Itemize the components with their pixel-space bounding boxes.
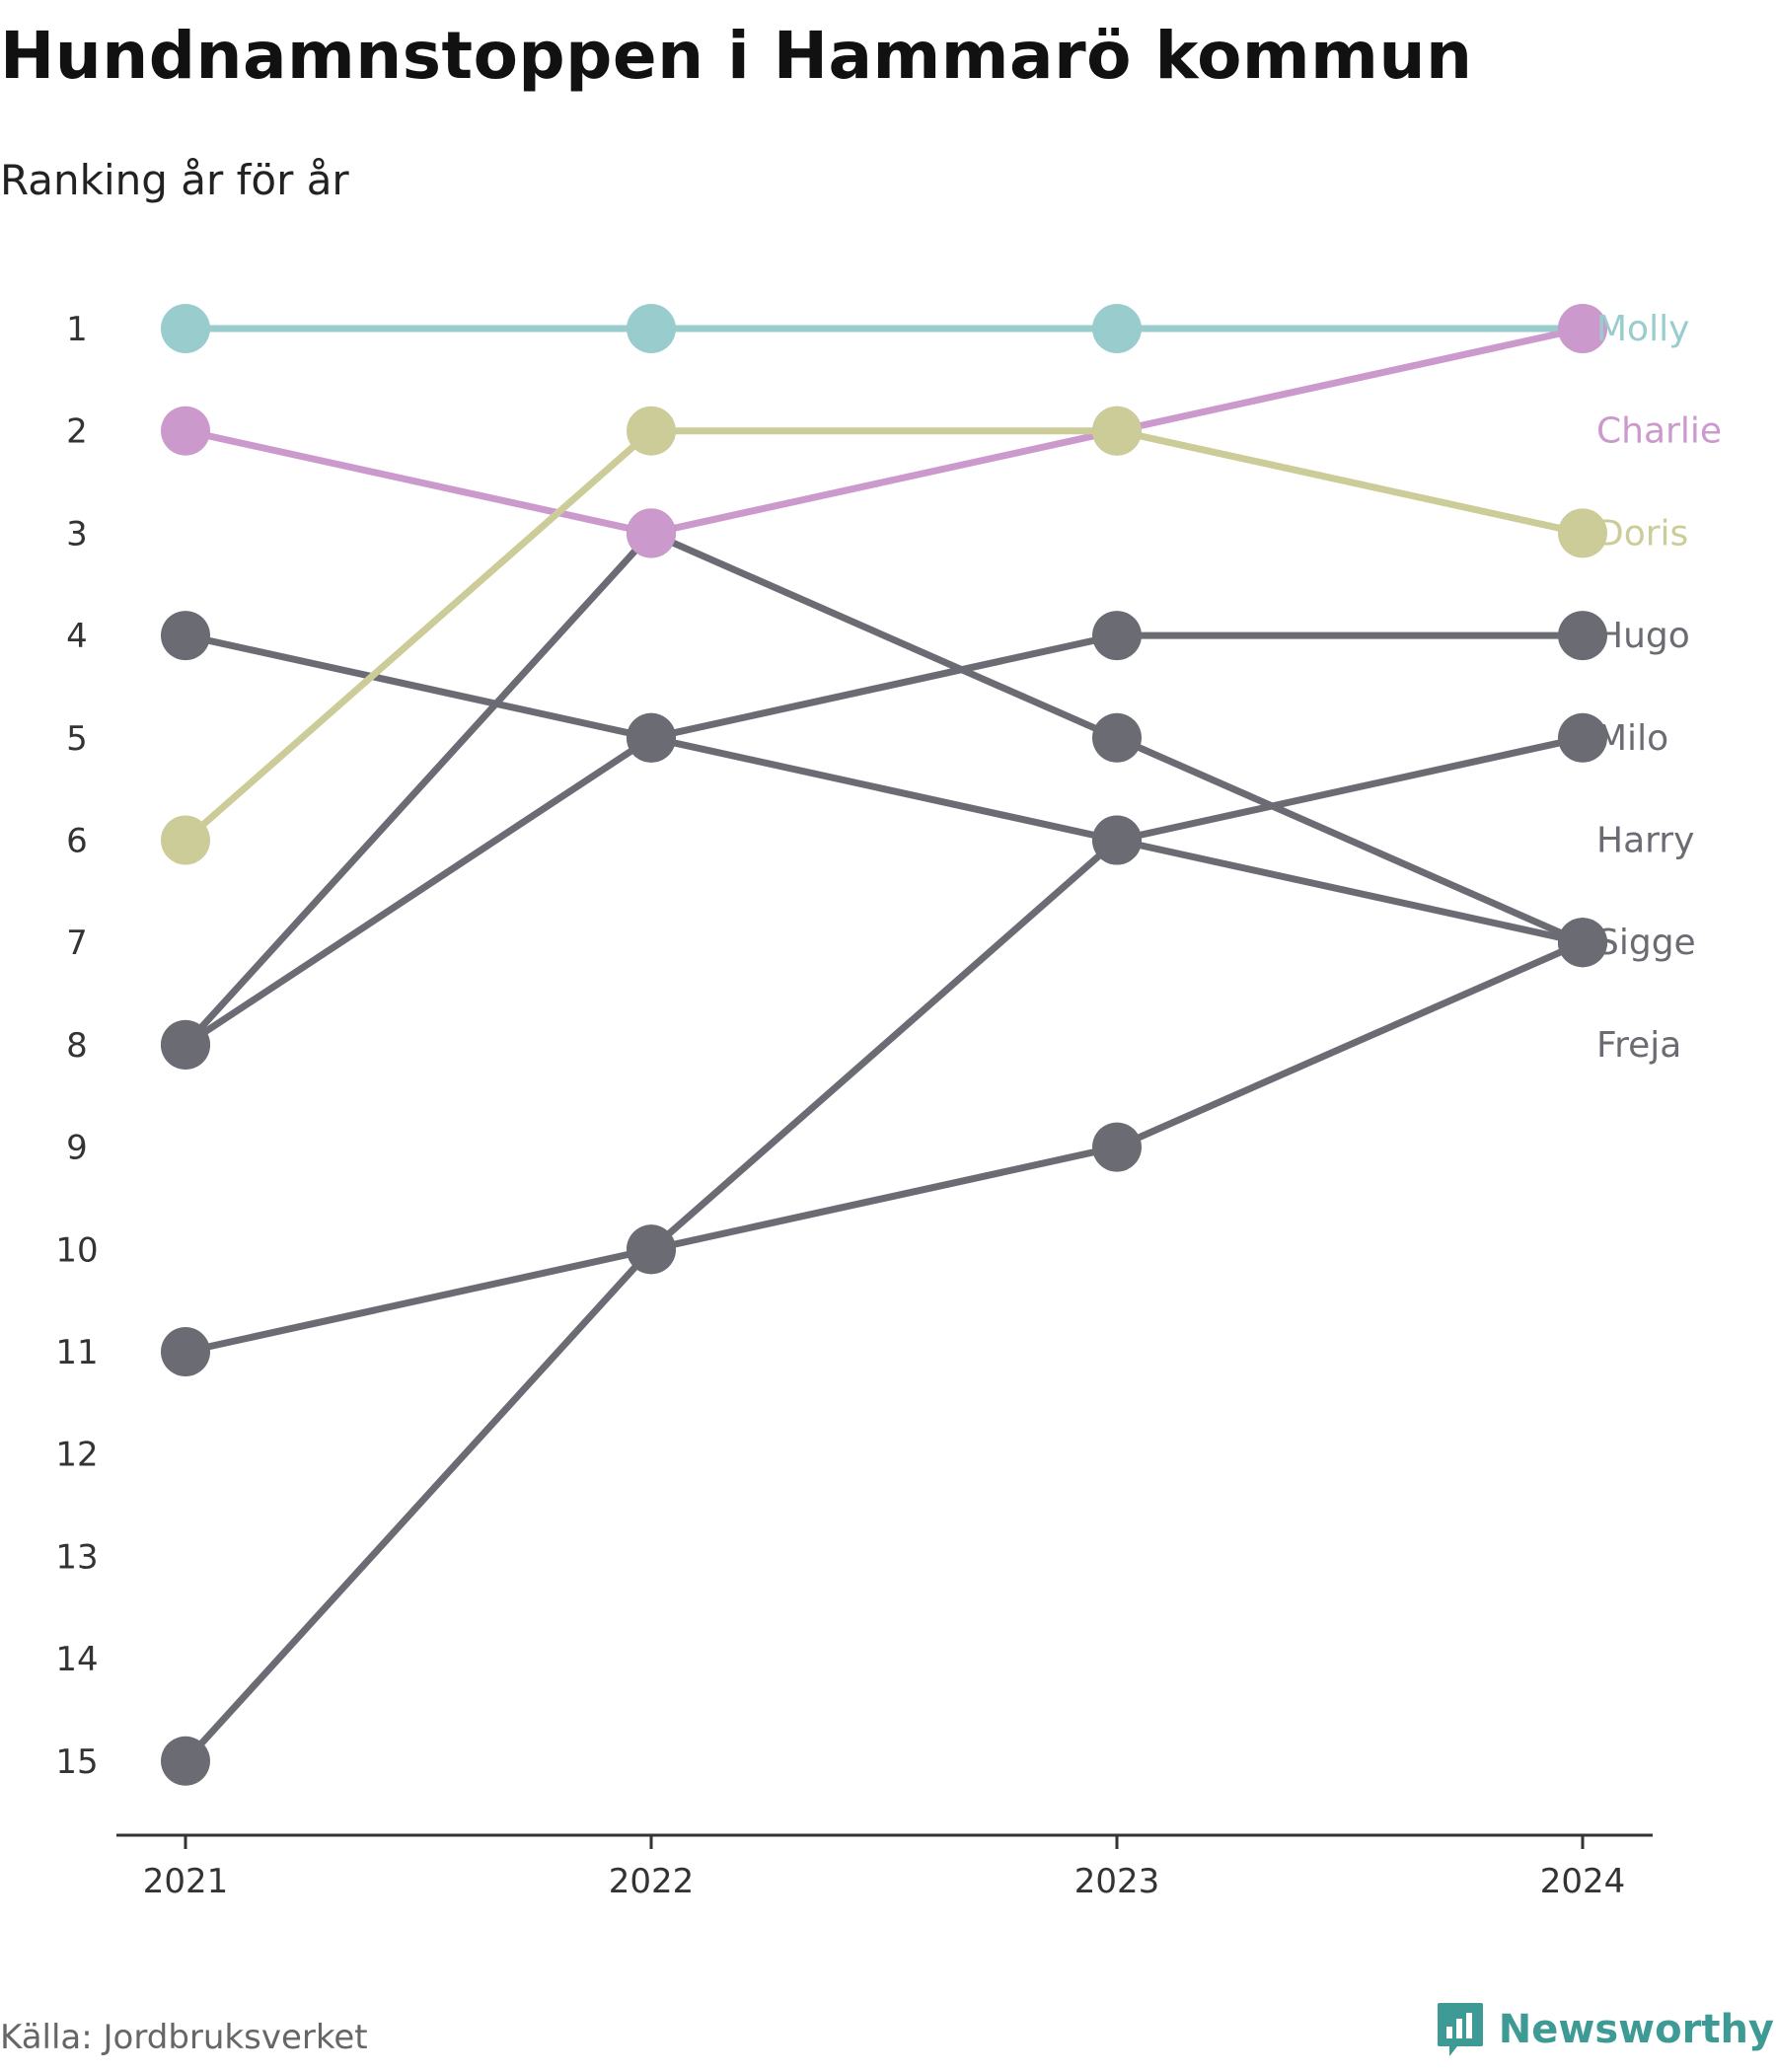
series-line-sigge — [182, 529, 1587, 1049]
series-line-freja — [182, 938, 1587, 1356]
point-freja-2024 — [1558, 918, 1607, 968]
series-label-doris: Doris — [1596, 513, 1688, 554]
x-tick-label: 2023 — [1074, 1862, 1160, 1901]
x-tick-label: 2021 — [143, 1862, 229, 1901]
point-harry-2023 — [1092, 815, 1142, 865]
y-tick-label: 13 — [55, 1537, 98, 1577]
y-tick-label: 9 — [66, 1129, 88, 1168]
point-freja-2021 — [161, 1327, 210, 1376]
point-doris-2022 — [627, 406, 676, 456]
series-label-sigge: Sigge — [1596, 923, 1696, 963]
brand-logo: Newsworthy — [1436, 2001, 1774, 2058]
x-tick-label: 2022 — [609, 1862, 695, 1901]
x-ticks: 2021 2022 2023 2024 — [143, 1835, 1626, 1901]
source-note: Källa: Jordbruksverket — [0, 2018, 368, 2057]
chart-subtitle: Ranking år för år — [0, 156, 349, 204]
series-line-doris — [182, 427, 1587, 844]
point-freja-2022 — [627, 1224, 676, 1275]
y-tick-label: 12 — [55, 1436, 98, 1475]
series-label-milo: Milo — [1596, 718, 1668, 759]
series-points — [161, 304, 1607, 1786]
series-line-charlie — [182, 325, 1587, 537]
y-tick-label: 15 — [55, 1742, 98, 1782]
point-doris-2024 — [1558, 508, 1607, 558]
x-tick-label: 2024 — [1540, 1862, 1626, 1901]
chart-title: Hundnamnstoppen i Hammarö kommun — [0, 18, 1473, 94]
point-charlie-2021 — [161, 406, 210, 456]
y-tick-label: 8 — [66, 1026, 88, 1066]
point-freja-2023 — [1092, 1122, 1142, 1172]
series-line-hugo — [182, 631, 1587, 1049]
series-label-molly: Molly — [1596, 309, 1689, 349]
point-sigge-2023 — [1092, 712, 1142, 763]
series-lines — [182, 325, 1587, 1765]
newsworthy-logo-icon — [1437, 2003, 1483, 2056]
series-label-charlie: Charlie — [1596, 411, 1722, 452]
point-hugo-2024 — [1558, 611, 1607, 661]
point-milo-2024 — [1558, 712, 1607, 763]
series-line-harry — [182, 631, 1587, 946]
point-doris-2021 — [161, 815, 210, 865]
series-label-harry: Harry — [1596, 821, 1694, 861]
y-tick-label: 6 — [66, 822, 88, 861]
brand-name: Newsworthy — [1498, 2007, 1774, 2052]
series-labels: Molly Charlie Doris Hugo Milo Harry Sigge Freja — [1596, 309, 1722, 1066]
point-molly-2023 — [1092, 304, 1142, 353]
y-tick-label: 10 — [55, 1230, 98, 1270]
point-hugo-2023 — [1092, 611, 1142, 661]
point-charlie-2022 — [627, 508, 676, 558]
point-doris-2023 — [1092, 406, 1142, 456]
y-tick-label: 4 — [66, 617, 88, 656]
point-molly-2021 — [161, 304, 210, 353]
point-harry-2022 — [627, 712, 676, 763]
point-harry-2021 — [161, 611, 210, 661]
point-milo-2021 — [161, 1736, 210, 1786]
y-tick-label: 11 — [55, 1333, 98, 1372]
y-tick-label: 5 — [66, 719, 88, 759]
series-label-hugo: Hugo — [1596, 616, 1690, 656]
y-tick-label: 1 — [66, 310, 88, 349]
series-label-freja: Freja — [1596, 1025, 1681, 1066]
y-tick-label: 3 — [66, 514, 88, 554]
y-tick-label: 14 — [55, 1640, 98, 1679]
point-sigge-2021 — [161, 1019, 210, 1070]
series-line-milo — [182, 734, 1587, 1765]
y-tick-label: 2 — [66, 412, 88, 452]
point-charlie-2024 — [1558, 304, 1607, 353]
point-molly-2022 — [627, 304, 676, 353]
y-tick-label: 7 — [66, 924, 88, 963]
